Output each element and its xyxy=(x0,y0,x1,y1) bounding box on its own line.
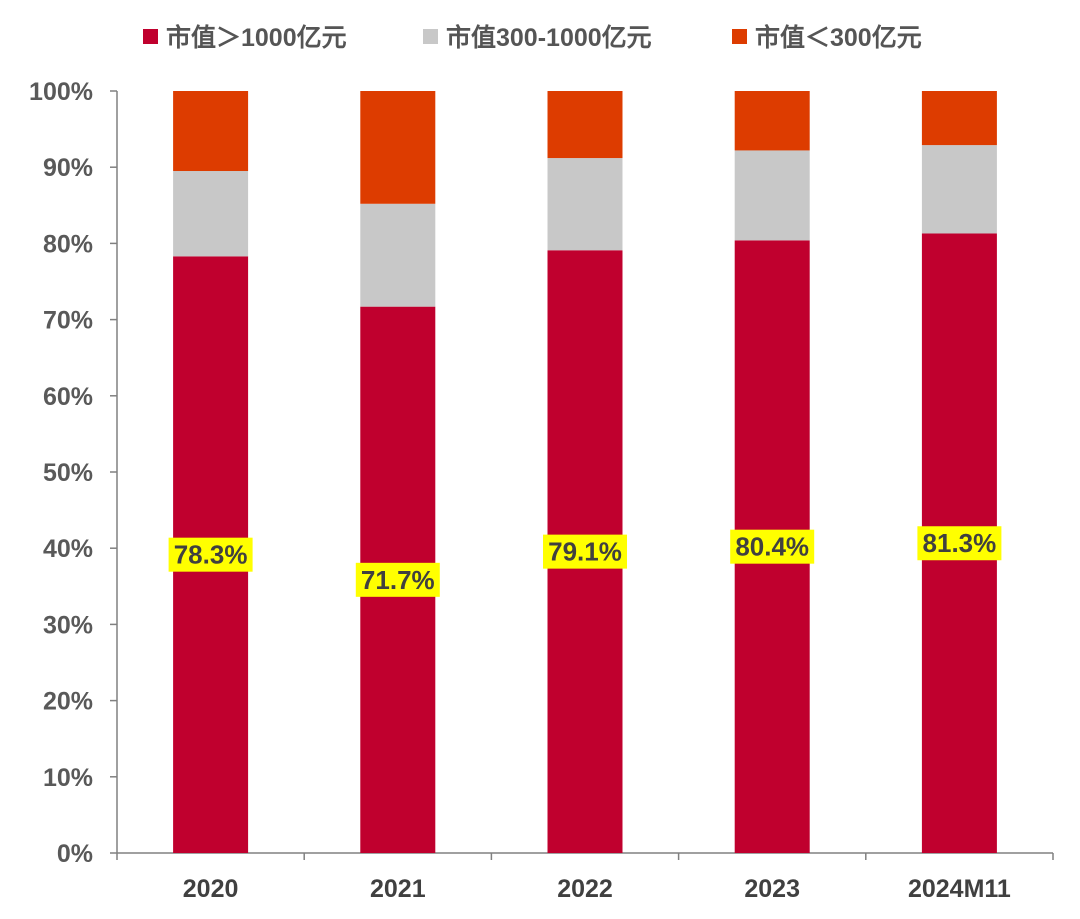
legend-label-large-cap: 市值＞1000亿元 xyxy=(166,24,347,52)
x-category-label: 2023 xyxy=(744,875,800,903)
bar-segment-mid-cap xyxy=(173,171,249,257)
data-label-text: 71.7% xyxy=(361,565,435,595)
y-tick-label: 60% xyxy=(43,383,93,411)
data-label-text: 78.3% xyxy=(174,540,248,570)
y-tick-label: 100% xyxy=(29,78,93,106)
bar-segment-mid-cap xyxy=(360,203,436,307)
legend-label-mid-cap: 市值300-1000亿元 xyxy=(446,24,652,52)
bar-segment-small-cap xyxy=(921,91,997,146)
data-label-text: 79.1% xyxy=(548,537,622,567)
data-label-background xyxy=(917,526,1002,561)
x-category-label: 2021 xyxy=(370,875,426,903)
y-tick-label: 0% xyxy=(57,840,93,868)
x-category-label: 2020 xyxy=(183,875,239,903)
legend-item-mid-cap: 市值300-1000亿元 xyxy=(423,16,652,56)
legend-swatch-small-cap xyxy=(732,28,747,44)
bar-segment-small-cap xyxy=(734,91,810,151)
data-label-background xyxy=(730,529,815,564)
data-label: 81.3% xyxy=(917,526,1002,561)
legend-label-small-cap: 市值＜300亿元 xyxy=(755,24,922,52)
data-label-text: 80.4% xyxy=(735,532,809,562)
legend: 市值＞1000亿元 市值300-1000亿元 市值＜300亿元 xyxy=(0,16,1080,56)
data-label: 71.7% xyxy=(355,562,440,597)
legend-item-small-cap: 市值＜300亿元 xyxy=(732,16,922,56)
y-tick-label: 80% xyxy=(43,230,93,258)
y-tick-label: 70% xyxy=(43,307,93,335)
bar-segment-small-cap xyxy=(360,91,436,204)
bar-segment-mid-cap xyxy=(547,158,623,251)
data-label: 78.3% xyxy=(168,537,253,572)
data-label: 79.1% xyxy=(543,534,627,569)
bar-segment-mid-cap xyxy=(921,145,997,234)
y-tick-label: 30% xyxy=(43,611,93,639)
data-label-text: 81.3% xyxy=(923,528,997,558)
y-tick-label: 40% xyxy=(43,535,93,563)
bar-segment-small-cap xyxy=(547,91,623,159)
x-category-label: 2024M11 xyxy=(908,875,1011,903)
legend-swatch-large-cap xyxy=(143,28,158,44)
y-tick-label: 90% xyxy=(43,154,93,182)
data-label-background xyxy=(355,562,440,597)
bar-segment-small-cap xyxy=(173,91,249,172)
data-label-background xyxy=(168,537,253,572)
bar-segment-mid-cap xyxy=(734,150,810,241)
data-label: 80.4% xyxy=(730,529,815,564)
data-label-background xyxy=(543,534,627,569)
legend-swatch-mid-cap xyxy=(423,28,438,44)
y-tick-label: 50% xyxy=(43,459,93,487)
y-tick-label: 20% xyxy=(43,688,93,716)
x-category-label: 2022 xyxy=(557,875,613,903)
y-tick-label: 10% xyxy=(43,764,93,792)
legend-item-large-cap: 市值＞1000亿元 xyxy=(143,16,347,56)
